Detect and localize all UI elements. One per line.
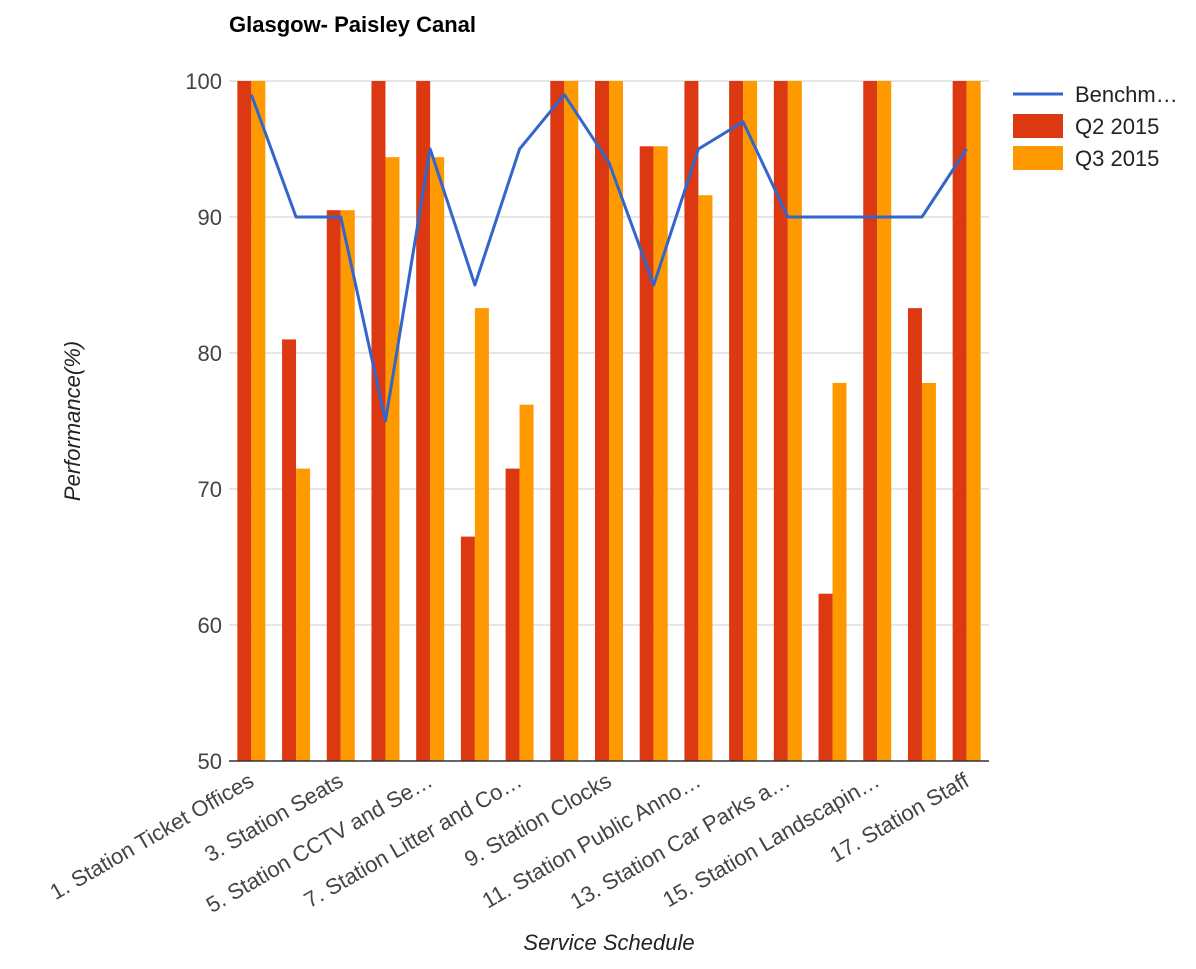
y-axis-ticks: 50 60 70 80 90 100 [185,69,222,774]
bar [832,382,847,761]
bar [921,382,936,761]
bar [966,81,981,761]
chart-title: Glasgow- Paisley Canal [229,12,476,37]
bar [371,81,386,761]
legend-swatch [1013,114,1063,138]
bar [519,404,534,761]
bar [564,81,579,761]
bar [684,81,699,761]
bar [430,157,445,761]
bar [251,81,266,761]
bar [877,81,892,761]
bar [698,195,713,762]
bar [385,157,400,761]
bar [595,81,609,761]
y-tick-label: 60 [198,613,222,638]
bar [787,81,802,761]
bar [237,81,252,761]
bar [282,339,297,761]
bar [296,468,311,761]
legend-label: Benchm… [1075,82,1178,107]
bar [863,81,878,761]
bar [326,210,341,761]
y-tick-label: 90 [198,205,222,230]
legend: Benchm… Q2 2015 Q3 2015 [1013,82,1178,171]
y-tick-label: 100 [185,69,222,94]
bar [416,81,431,761]
bar [773,81,788,761]
x-axis-title: Service Schedule [523,930,694,955]
bar [743,81,758,761]
bar [639,146,654,761]
legend-label: Q3 2015 [1075,146,1159,171]
bar [609,81,623,761]
bar [474,308,489,761]
bar [550,81,565,761]
benchmark-line [249,93,968,423]
legend-swatch [1013,146,1063,170]
bar [505,468,520,761]
bar [907,308,922,761]
y-axis-title: Performance(%) [60,341,85,501]
y-tick-label: 80 [198,341,222,366]
bar [460,536,475,761]
y-tick-label: 70 [198,477,222,502]
bar [653,146,668,761]
series-line [249,93,968,423]
bar [340,210,355,761]
bars [237,81,981,762]
bar [729,81,744,761]
legend-label: Q2 2015 [1075,114,1159,139]
y-tick-label: 50 [198,749,222,774]
bar [818,593,833,761]
bar [952,81,967,761]
